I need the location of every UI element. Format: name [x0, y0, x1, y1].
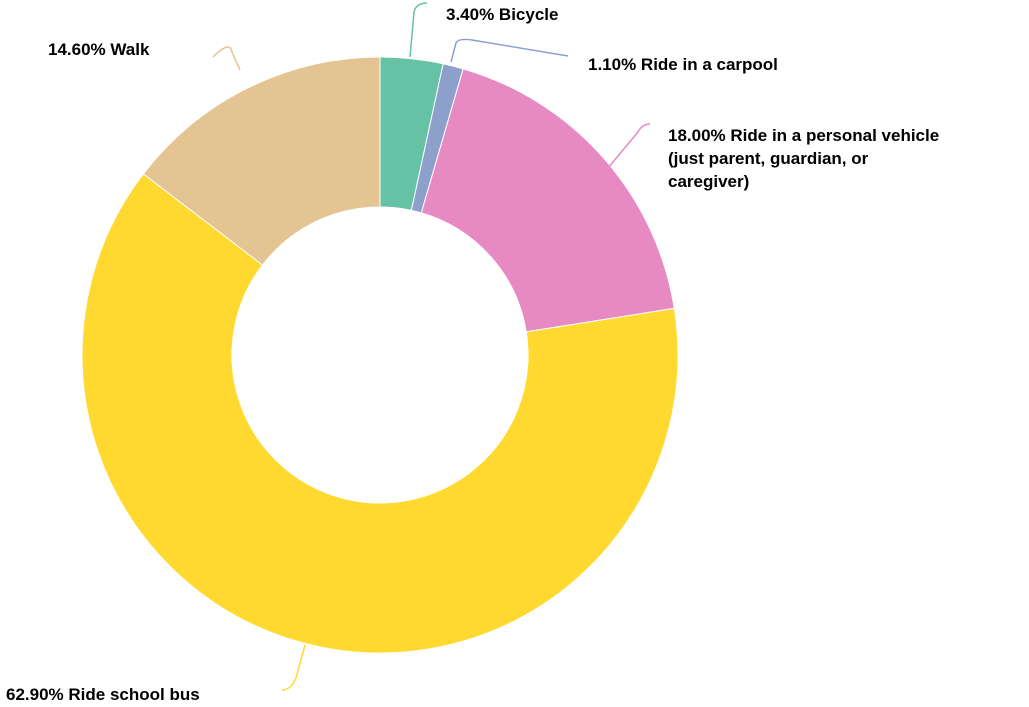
slice-label-line: 1.10% Ride in a carpool: [588, 55, 778, 74]
slice-ride-in-a-personal-vehicle-just-parent-guardian-or-caregiver: [420, 68, 675, 333]
leader-line-ride-school-bus: [281, 644, 306, 691]
leader-line-ride-in-a-carpool: [450, 38, 569, 63]
slice-label-walk: 14.60% Walk: [48, 40, 150, 59]
slice-label-line: 3.40% Bicycle: [446, 5, 558, 24]
slice-label-line: 62.90% Ride school bus: [6, 685, 200, 704]
donut-slices: [81, 56, 679, 654]
leader-line-walk: [212, 46, 241, 71]
leader-line-ride-in-a-personal-vehicle-just-parent-guardian-or-caregiver: [607, 123, 651, 169]
slice-label-line: 18.00% Ride in a personal vehicle: [668, 126, 939, 145]
leader-line-bicycle: [409, 2, 428, 58]
slice-label-line: caregiver): [668, 172, 749, 191]
slice-label-line: (just parent, guardian, or: [668, 149, 869, 168]
slice-label-ride-in-a-carpool: 1.10% Ride in a carpool: [588, 55, 778, 74]
leader-lines: [212, 2, 651, 691]
slice-label-ride-school-bus: 62.90% Ride school bus: [6, 685, 200, 704]
slice-ride-school-bus: [81, 173, 679, 654]
slice-labels: 3.40% Bicycle 1.10% Ride in a carpool 18.0…: [6, 5, 939, 704]
slice-walk: [142, 56, 381, 266]
slice-label-bicycle: 3.40% Bicycle: [446, 5, 558, 24]
slice-label-ride-in-a-personal-vehicle-just-parent-guardian-or-caregiver: 18.00% Ride in a personal vehicle (just p…: [668, 126, 939, 191]
slice-label-line: 14.60% Walk: [48, 40, 150, 59]
